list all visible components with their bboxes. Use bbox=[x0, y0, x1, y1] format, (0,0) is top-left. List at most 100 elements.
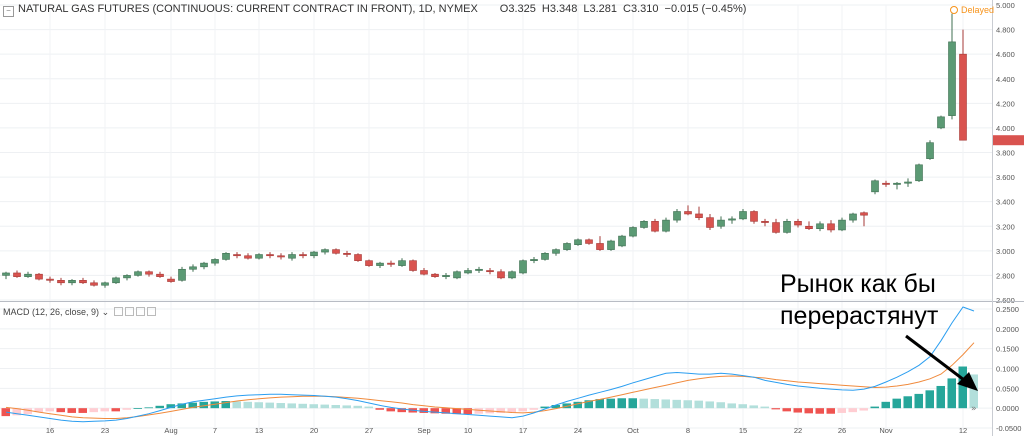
macd-histogram-bar bbox=[826, 408, 835, 414]
more-icon[interactable] bbox=[146, 307, 156, 316]
macd-histogram-bar bbox=[276, 403, 285, 409]
candle-body bbox=[431, 273, 439, 277]
x-tick-label: 13 bbox=[255, 426, 263, 435]
macd-histogram-bar bbox=[628, 398, 637, 409]
candle-body bbox=[24, 273, 32, 277]
annotation-line-1: Рынок как бы bbox=[780, 270, 936, 298]
x-tick-label: 17 bbox=[519, 426, 527, 435]
macd-histogram-bar bbox=[551, 405, 560, 409]
candle-body bbox=[574, 239, 582, 245]
candle-body bbox=[310, 251, 318, 257]
macd-histogram-bar bbox=[166, 404, 175, 409]
macd-histogram-bar bbox=[177, 403, 186, 409]
candle-body bbox=[662, 219, 670, 232]
candle-body bbox=[200, 262, 208, 268]
x-tick-label: Aug bbox=[164, 426, 177, 435]
x-tick-label: Nov bbox=[879, 426, 893, 435]
chevron-down-icon[interactable]: ⌄ bbox=[101, 307, 110, 317]
macd-histogram-bar bbox=[683, 400, 692, 409]
macd-histogram-bar bbox=[397, 408, 406, 413]
x-tick-label: 12 bbox=[959, 426, 967, 435]
candle-body bbox=[541, 252, 549, 260]
macd-histogram-bar bbox=[848, 408, 857, 413]
x-tick-label: 26 bbox=[838, 426, 846, 435]
candle-body bbox=[761, 221, 769, 223]
annotation-arrowhead bbox=[957, 372, 978, 391]
candle-body bbox=[354, 254, 362, 261]
candle-body bbox=[420, 270, 428, 275]
macd-histogram-bar bbox=[584, 400, 593, 409]
macd-histogram-bar bbox=[23, 408, 32, 415]
candle-body bbox=[827, 223, 835, 231]
collapse-icon[interactable]: − bbox=[3, 6, 14, 17]
candle-body bbox=[134, 271, 142, 276]
x-tick-label: 23 bbox=[101, 426, 109, 435]
price-tick-label: 4.000 bbox=[996, 124, 1015, 133]
candle-body bbox=[244, 255, 252, 259]
macd-histogram-bar bbox=[56, 408, 65, 413]
candle-body bbox=[266, 254, 274, 257]
x-tick-label: 8 bbox=[686, 426, 690, 435]
eye-icon[interactable] bbox=[113, 307, 123, 316]
clock-icon bbox=[950, 6, 958, 14]
candle-body bbox=[497, 271, 505, 279]
macd-histogram-bar bbox=[727, 403, 736, 409]
price-tick-label: 5.000 bbox=[996, 1, 1015, 10]
macd-histogram-bar bbox=[78, 408, 87, 413]
candle-body bbox=[530, 259, 538, 261]
macd-histogram-bar bbox=[1, 408, 10, 417]
candle-body bbox=[618, 235, 626, 247]
candle-body bbox=[519, 260, 527, 274]
macd-histogram-bar bbox=[837, 408, 846, 413]
macd-histogram-bar bbox=[639, 398, 648, 409]
macd-histogram-bar bbox=[518, 408, 527, 412]
macd-histogram-bar bbox=[221, 401, 230, 409]
candle-body bbox=[728, 218, 736, 221]
macd-histogram-bar bbox=[364, 406, 373, 409]
candle-body bbox=[321, 249, 329, 253]
candle-body bbox=[57, 280, 65, 284]
symbol-title: NATURAL GAS FUTURES (CONTINUOUS: CURRENT… bbox=[18, 3, 478, 15]
candle-body bbox=[794, 221, 802, 226]
candle-body bbox=[750, 211, 758, 222]
macd-histogram-bar bbox=[353, 405, 362, 409]
candle-body bbox=[332, 249, 340, 254]
candle-body bbox=[189, 266, 197, 270]
candle-body bbox=[2, 272, 10, 276]
macd-histogram-bar bbox=[540, 406, 549, 409]
x-tick-label: 10 bbox=[464, 426, 472, 435]
macd-histogram-bar bbox=[265, 402, 274, 409]
candle-body bbox=[112, 277, 120, 284]
close-value: C3.310 bbox=[623, 3, 659, 15]
candle-body bbox=[816, 223, 824, 230]
macd-histogram-bar bbox=[881, 401, 890, 409]
candle-body bbox=[915, 164, 923, 182]
macd-histogram-bar bbox=[298, 403, 307, 409]
candle-body bbox=[398, 260, 406, 266]
macd-histogram-bar bbox=[342, 405, 351, 409]
x-tick-label: Sep bbox=[417, 426, 430, 435]
settings-icon[interactable] bbox=[124, 307, 134, 316]
candle-body bbox=[563, 243, 571, 250]
macd-histogram-bar bbox=[650, 399, 659, 409]
macd-histogram-bar bbox=[12, 408, 21, 416]
candle-body bbox=[387, 262, 395, 265]
macd-histogram-bar bbox=[870, 406, 879, 409]
x-tick-label: 7 bbox=[213, 426, 217, 435]
macd-histogram-bar bbox=[34, 408, 43, 413]
candle-body bbox=[860, 212, 868, 216]
price-tick-label: 3.400 bbox=[996, 198, 1015, 207]
macd-histogram-bar bbox=[375, 408, 384, 410]
macd-histogram-bar bbox=[507, 408, 516, 413]
scroll-forward-icon[interactable]: » bbox=[971, 404, 977, 414]
macd-label[interactable]: MACD (12, 26, close, 9) ⌄ bbox=[3, 307, 156, 318]
macd-histogram-bar bbox=[694, 400, 703, 409]
close-icon[interactable] bbox=[135, 307, 145, 316]
low-value: L3.281 bbox=[583, 3, 618, 15]
chart-header: − NATURAL GAS FUTURES (CONTINUOUS: CURREN… bbox=[0, 3, 752, 17]
macd-histogram-bar bbox=[100, 408, 109, 412]
candle-body bbox=[90, 282, 98, 286]
macd-histogram-bar bbox=[89, 408, 98, 413]
price-tick-label: 4.400 bbox=[996, 75, 1015, 84]
